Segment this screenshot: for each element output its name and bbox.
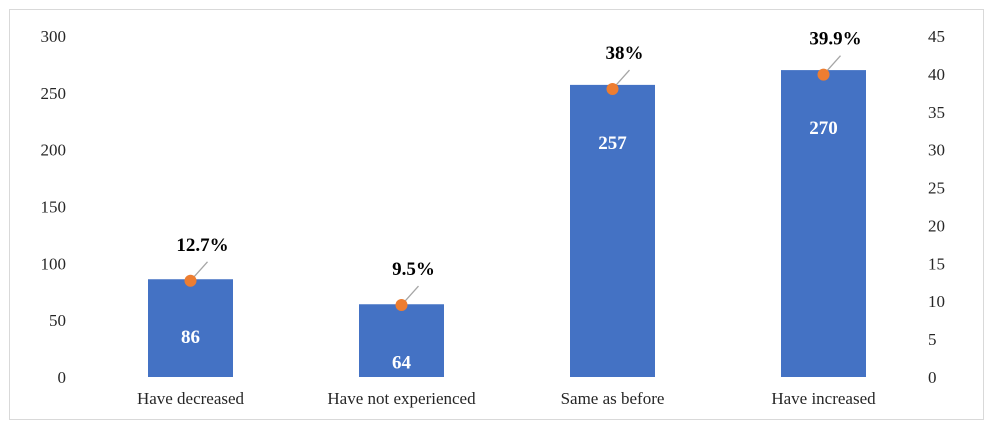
y2-tick-label: 25 [928,179,945,198]
percent-label: 39.9% [809,29,861,50]
bar-value-label: 257 [598,133,627,154]
bar [359,304,444,377]
marker-point [817,68,830,81]
y2-tick-label: 30 [928,141,945,160]
marker-point [184,274,197,287]
y-tick-label: 200 [41,141,67,160]
bar [570,84,655,378]
bar [148,279,233,377]
bar-value-label: 86 [181,327,200,348]
y-tick-label: 250 [41,84,67,103]
marker-point [395,299,408,312]
category-label: Same as before [561,389,665,408]
y-tick-label: 100 [41,254,67,273]
y2-tick-label: 0 [928,368,937,387]
bar-value-label: 270 [809,118,838,139]
percent-label: 38% [606,43,644,64]
marker-point [606,83,619,96]
y-tick-label: 300 [41,27,67,46]
y2-tick-label: 35 [928,103,945,122]
y-tick-label: 0 [58,368,67,387]
y-tick-label: 50 [49,311,66,330]
bar-value-label: 64 [392,352,412,373]
category-label: Have decreased [137,389,245,408]
percent-label: 12.7% [176,235,228,256]
y2-tick-label: 15 [928,254,945,273]
y2-tick-label: 20 [928,216,945,235]
bar [781,70,866,377]
y2-tick-label: 40 [928,65,945,84]
y2-tick-label: 5 [928,330,937,349]
y-tick-label: 150 [41,198,67,217]
y2-tick-label: 45 [928,27,945,46]
category-label: Have increased [771,389,876,408]
percent-label: 9.5% [392,259,435,280]
category-label: Have not experienced [327,389,476,408]
y2-tick-label: 10 [928,292,945,311]
